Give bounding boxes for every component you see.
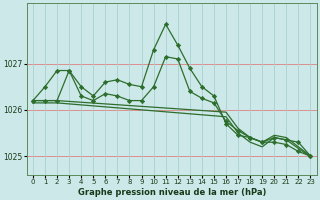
X-axis label: Graphe pression niveau de la mer (hPa): Graphe pression niveau de la mer (hPa) [77,188,266,197]
